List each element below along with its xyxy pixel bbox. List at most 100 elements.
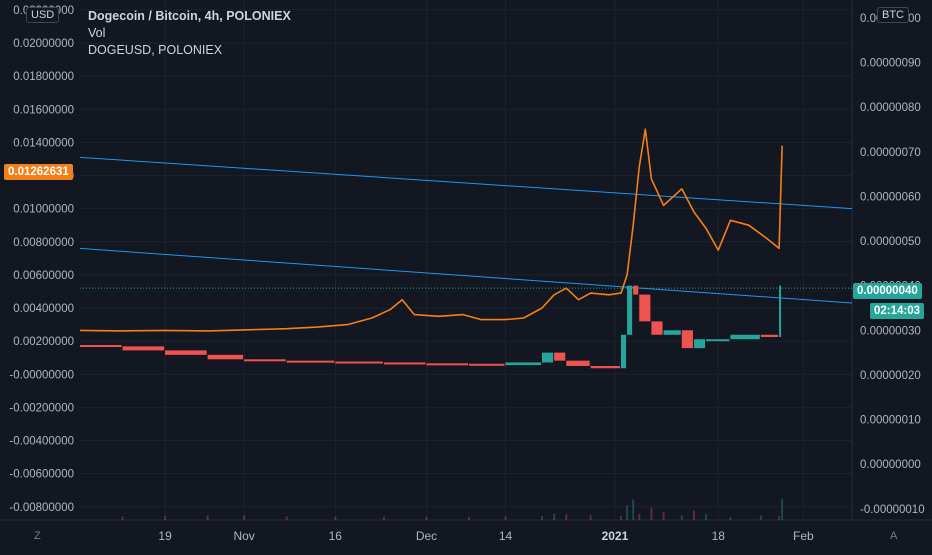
x-axis-tick-label: 16	[329, 529, 343, 543]
compare-symbol-label[interactable]: DOGEUSD, POLONIEX	[88, 43, 223, 57]
left-unit-badge[interactable]: USD	[26, 7, 60, 23]
volume-bar	[632, 499, 635, 520]
volume-bar	[565, 514, 568, 520]
dogebtc-candle	[554, 352, 566, 361]
x-axis-tick-label: 14	[499, 529, 513, 543]
x-axis-tick-label: 18	[712, 529, 726, 543]
timezone-button[interactable]: Z	[34, 530, 41, 542]
x-axis-tick-label: Nov	[233, 529, 254, 543]
right-axis-tick-label: 0.00000010	[860, 415, 921, 427]
volume-bar	[620, 516, 623, 520]
volume-bar	[504, 516, 507, 520]
dogebtc-candle	[207, 354, 244, 360]
dogebtc-candle	[730, 334, 760, 340]
left-axis-tick-label: 0.00400000	[13, 303, 74, 315]
dogebtc-candle	[651, 321, 663, 335]
right-unit-badge[interactable]: BTC	[877, 7, 909, 23]
auto-scale-button[interactable]: A	[890, 530, 898, 542]
x-axis-tick-label: 19	[158, 529, 172, 543]
volume-bar	[650, 507, 653, 520]
x-axis-tick-label: Feb	[793, 529, 814, 543]
dogebtc-candle	[681, 330, 693, 349]
left-axis-tick-label: 0.00800000	[13, 237, 74, 249]
volume-bar	[164, 515, 167, 520]
dogebtc-candle	[621, 334, 627, 369]
right-axis-tick-label: 0.00000070	[860, 147, 921, 159]
left-price-tag: 0.01262631	[4, 164, 73, 180]
volume-bar	[468, 516, 471, 520]
volume-bar	[285, 516, 288, 520]
dogebtc-candle	[426, 363, 469, 366]
dogebtc-candle	[779, 285, 782, 337]
dogebtc-candle	[80, 345, 122, 348]
left-axis-tick-label: 0.01800000	[13, 71, 74, 83]
left-axis-tick-label: -0.00400000	[9, 436, 74, 448]
right-axis-tick-label: 0.00000000	[860, 459, 921, 471]
dogebtc-candle	[760, 334, 779, 337]
left-axis-tick-label: 0.00200000	[13, 336, 74, 348]
dogebtc-candle	[165, 350, 207, 355]
volume-bar	[680, 515, 683, 520]
x-axis-tick-label: 2021	[602, 529, 629, 543]
left-axis-tick-label: 0.01600000	[13, 104, 74, 116]
x-axis-tick-label: Dec	[416, 529, 437, 543]
left-axis-tick-label: -0.00000000	[9, 369, 74, 381]
volume-bar	[382, 516, 385, 520]
volume-bar	[705, 513, 708, 520]
dogebtc-candle	[383, 362, 426, 365]
right-axis-tick-label: 0.00000030	[860, 325, 921, 337]
volume-bar	[729, 517, 732, 520]
dogeusd-line	[79, 128, 783, 332]
dogebtc-candle	[469, 363, 505, 366]
volume-bar	[425, 516, 428, 520]
left-axis-tick-label: 0.02000000	[13, 38, 74, 50]
volume-bar	[334, 516, 337, 520]
dogebtc-candle	[627, 285, 633, 335]
dogebtc-candle	[541, 352, 554, 363]
right-axis-tick-label: 0.00000050	[860, 236, 921, 248]
volume-bar	[638, 513, 641, 520]
volume-bar	[589, 515, 592, 520]
volume-indicator-label[interactable]: Vol	[88, 26, 106, 40]
left-axis-tick-label: -0.00200000	[9, 402, 74, 414]
trendline	[79, 156, 853, 210]
right-axis-tick-label: 0.00000090	[860, 57, 921, 69]
volume-bar	[692, 510, 695, 520]
volume-bar	[759, 515, 762, 520]
right-axis-tick-label: 0.00000060	[860, 191, 921, 203]
right-axis-tick-label: 0.00000020	[860, 370, 921, 382]
dogebtc-candle	[286, 360, 335, 363]
dogebtc-candle	[244, 359, 286, 362]
dogebtc-candle	[639, 294, 651, 322]
volume-bar	[662, 512, 665, 520]
volume-bar	[626, 505, 629, 520]
dogebtc-candle	[335, 361, 383, 364]
left-axis-tick-label: -0.00600000	[9, 469, 74, 481]
left-axis-tick-label: 0.00600000	[13, 270, 74, 282]
volume-bar	[553, 513, 556, 520]
chart-title: Dogecoin / Bitcoin, 4h, POLONIEX	[88, 9, 291, 23]
dogebtc-candle	[706, 339, 730, 342]
left-axis-tick-label: 0.01000000	[13, 204, 74, 216]
volume-bar	[540, 516, 543, 520]
dogebtc-candle	[505, 362, 541, 366]
countdown-tag: 02:14:03	[870, 303, 925, 319]
dogebtc-candle	[122, 346, 165, 351]
volume-bar	[243, 515, 246, 520]
right-price-tag: 0.00000040	[853, 283, 922, 299]
left-axis-tick-label: 0.01400000	[13, 137, 74, 149]
volume-bar	[778, 516, 781, 520]
dogebtc-candle	[693, 339, 706, 349]
trendline	[79, 247, 853, 304]
dogebtc-candle	[633, 285, 639, 295]
volume-bar	[206, 515, 209, 520]
dogebtc-candle	[566, 360, 590, 367]
volume-bar	[121, 516, 124, 520]
right-axis-tick-label: 0.00000080	[860, 102, 921, 114]
left-axis-tick-label: -0.00800000	[9, 502, 74, 514]
dogebtc-candle	[663, 330, 681, 335]
right-axis-tick-label: -0.00000010	[860, 504, 925, 516]
dogebtc-candle	[590, 366, 621, 369]
